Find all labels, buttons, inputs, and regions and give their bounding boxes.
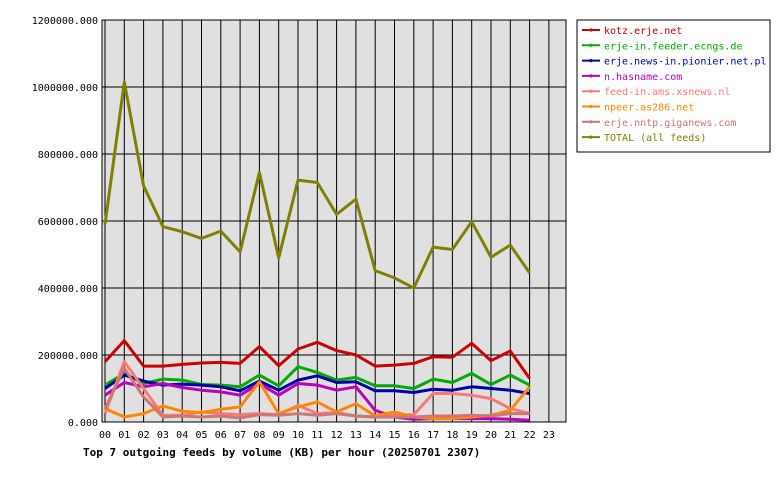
series-line	[104, 365, 531, 390]
legend-marker	[589, 89, 593, 93]
y-tick-label: 1200000.000	[32, 16, 98, 27]
x-tick-label: 03	[157, 430, 169, 441]
x-tick-label: 11	[311, 430, 323, 441]
x-tick-label: 16	[408, 430, 420, 441]
legend-label: npeer.as286.net	[604, 103, 694, 114]
series-lines	[103, 80, 531, 422]
legend-label: erje.nntp.giganews.com	[604, 118, 736, 129]
x-tick-label: 19	[466, 430, 478, 441]
legend-label: feed-in.ams.xsnews.nl	[604, 87, 730, 98]
x-tick-label: 18	[446, 430, 458, 441]
x-tick-label: 08	[253, 430, 265, 441]
x-tick-label: 09	[273, 430, 285, 441]
series-line	[103, 366, 530, 420]
legend-marker	[589, 43, 593, 47]
x-tick-label: 22	[524, 430, 536, 441]
y-tick-label: 800000.000	[38, 150, 98, 161]
series-line	[104, 380, 531, 421]
legend-label: erje-in.feeder.ecngs.de	[604, 41, 742, 52]
y-tick-label: 200000.000	[38, 351, 98, 362]
x-tick-label: 06	[215, 430, 227, 441]
legend-marker	[589, 120, 593, 124]
series-line	[103, 80, 531, 290]
y-axis-ticks: 0.000 200000.000 400000.000 600000.000 80000…	[32, 16, 98, 429]
x-tick-label: 02	[138, 430, 150, 441]
x-tick-label: 04	[176, 430, 188, 441]
x-tick-label: 15	[388, 430, 400, 441]
grid	[102, 19, 566, 423]
legend-label: TOTAL (all feeds)	[604, 133, 706, 144]
legend-label: n.hasname.com	[604, 72, 682, 83]
legend: kotz.erje.net erje-in.feeder.ecngs.de erje…	[576, 19, 771, 153]
legend-marker	[589, 74, 593, 78]
series-line	[104, 373, 530, 395]
legend-marker	[589, 28, 593, 32]
x-tick-label: 17	[427, 430, 439, 441]
y-tick-label: 400000.000	[38, 284, 98, 295]
legend-marker	[589, 135, 593, 139]
x-tick-label: 14	[369, 430, 381, 441]
legend-marker	[589, 59, 593, 63]
y-tick-label: 1000000.000	[32, 83, 98, 94]
y-tick-label: 0.000	[68, 418, 98, 429]
series-line	[103, 339, 531, 380]
x-tick-label: 21	[504, 430, 516, 441]
x-axis-ticks: 00 01 02 03 04 05 06 07 08 09 10 11 12 13 14 15 16 17 18 19…	[99, 430, 555, 441]
x-tick-label: 00	[99, 430, 111, 441]
x-tick-label: 10	[292, 430, 304, 441]
x-tick-label: 20	[485, 430, 497, 441]
x-tick-label: 12	[331, 430, 343, 441]
y-tick-label: 600000.000	[38, 217, 98, 228]
x-tick-label: 07	[234, 430, 246, 441]
x-tick-label: 13	[350, 430, 362, 441]
legend-label: erje.news-in.pionier.net.pl	[604, 57, 767, 68]
x-tick-label: 01	[118, 430, 130, 441]
legend-label: kotz.erje.net	[604, 26, 682, 37]
chart-title: Top 7 outgoing feeds by volume (KB) per …	[83, 446, 480, 459]
legend-box	[576, 19, 771, 153]
x-tick-label: 23	[543, 430, 555, 441]
x-tick-label: 05	[195, 430, 207, 441]
legend-marker	[589, 104, 593, 109]
